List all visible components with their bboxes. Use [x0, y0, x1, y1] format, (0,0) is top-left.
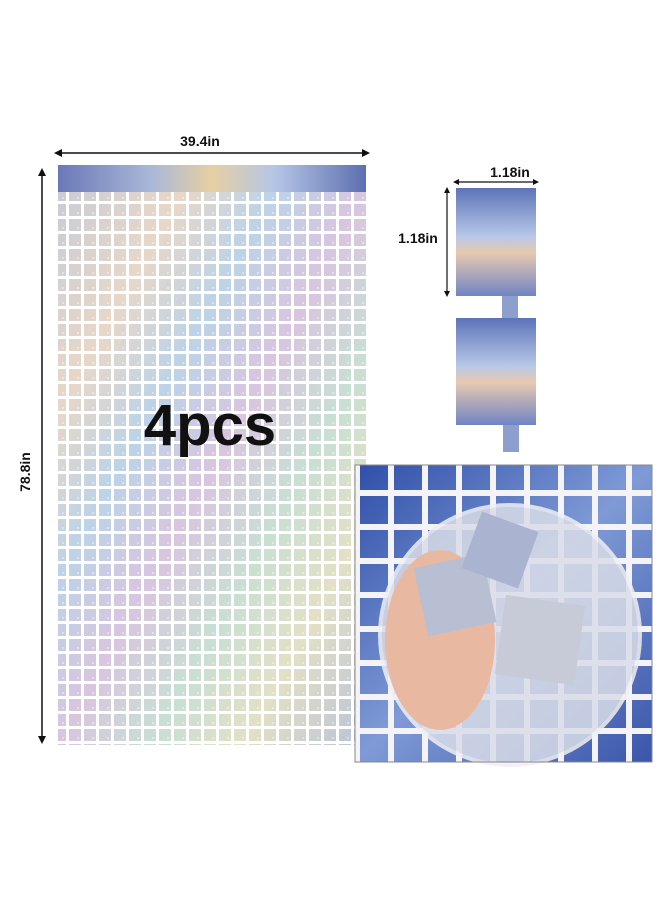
- photo-border: [354, 464, 653, 763]
- quantity-label: 4pcs: [144, 393, 276, 458]
- arrow-head: [533, 179, 539, 185]
- swatch-width-label: 1.18in: [490, 164, 530, 180]
- swatch-tab: [502, 296, 518, 318]
- arrow-head: [362, 149, 370, 157]
- curtain-header: [58, 165, 366, 192]
- arrow-head: [54, 149, 62, 157]
- arrow-head: [444, 291, 450, 297]
- sequin: [461, 511, 539, 589]
- curtain-pattern: [58, 192, 366, 745]
- arrow-head: [38, 168, 46, 176]
- arrow-head: [453, 179, 459, 185]
- arrow-head: [444, 187, 450, 193]
- arrow-head: [38, 736, 46, 744]
- height-label: 78.8in: [17, 452, 33, 492]
- swatch: [456, 318, 536, 425]
- swatch-tab: [503, 425, 519, 452]
- swatch-height-label: 1.18in: [398, 230, 438, 246]
- sequin: [413, 553, 497, 637]
- sequin: [494, 594, 586, 686]
- width-label: 39.4in: [180, 133, 220, 149]
- swatch: [456, 188, 536, 296]
